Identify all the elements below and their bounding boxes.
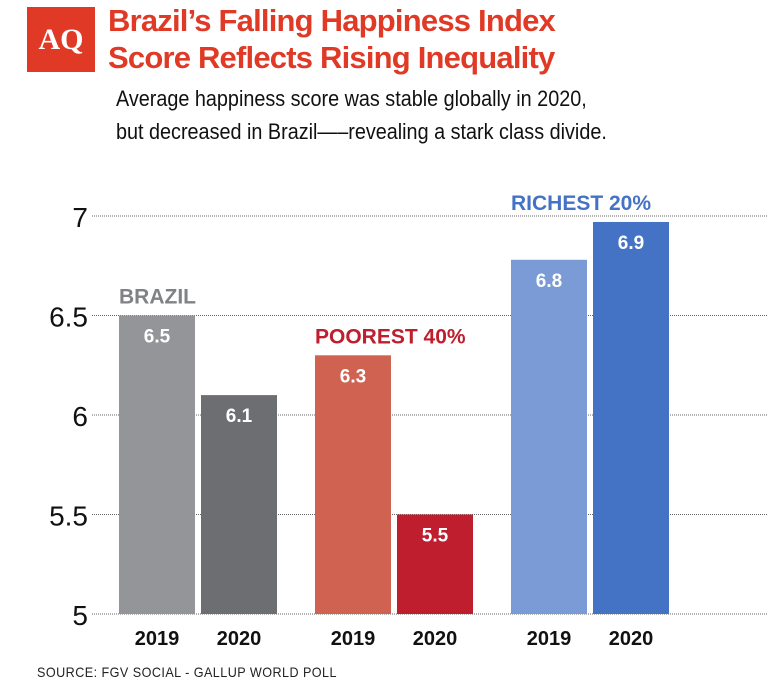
bar <box>201 395 277 614</box>
bar <box>511 259 587 614</box>
chart-subtitle: Average happiness score was stable globa… <box>116 82 607 148</box>
bar <box>593 221 669 614</box>
bar-value-label: 6.3 <box>340 366 366 387</box>
series-label: BRAZIL <box>119 286 196 309</box>
x-tick-label: 2020 <box>609 628 654 650</box>
y-tick-label: 5.5 <box>49 501 88 532</box>
bar-value-label: 6.8 <box>536 271 562 292</box>
y-tick-label: 5 <box>72 600 88 631</box>
y-tick-label: 6.5 <box>49 302 88 333</box>
subtitle-line: but decreased in Brazil—–revealing a sta… <box>116 119 607 144</box>
subtitle-line: Average happiness score was stable globa… <box>116 86 587 111</box>
bar-value-label: 6.5 <box>144 327 171 348</box>
x-tick-label: 2019 <box>527 628 572 650</box>
bar <box>397 514 473 614</box>
x-tick-label: 2019 <box>331 628 376 650</box>
bar-value-label: 6.9 <box>618 233 644 254</box>
x-tick-label: 2020 <box>413 628 458 650</box>
chart-title: Brazil’s Falling Happiness Index Score R… <box>108 3 556 75</box>
source-note: SOURCE: FGV SOCIAL - GALLUP WORLD POLL <box>37 664 337 680</box>
series-label: POOREST 40% <box>315 325 466 348</box>
bar <box>119 315 195 614</box>
bar <box>315 355 391 614</box>
y-tick-label: 6 <box>72 401 88 432</box>
series-label: RICHEST 20% <box>511 192 651 215</box>
bar-value-label: 6.1 <box>226 406 253 427</box>
y-tick-label: 7 <box>72 202 88 233</box>
x-tick-label: 2020 <box>217 628 262 650</box>
bar-value-label: 5.5 <box>422 526 449 547</box>
aq-logo: AQ <box>27 7 95 72</box>
x-tick-label: 2019 <box>135 628 180 650</box>
